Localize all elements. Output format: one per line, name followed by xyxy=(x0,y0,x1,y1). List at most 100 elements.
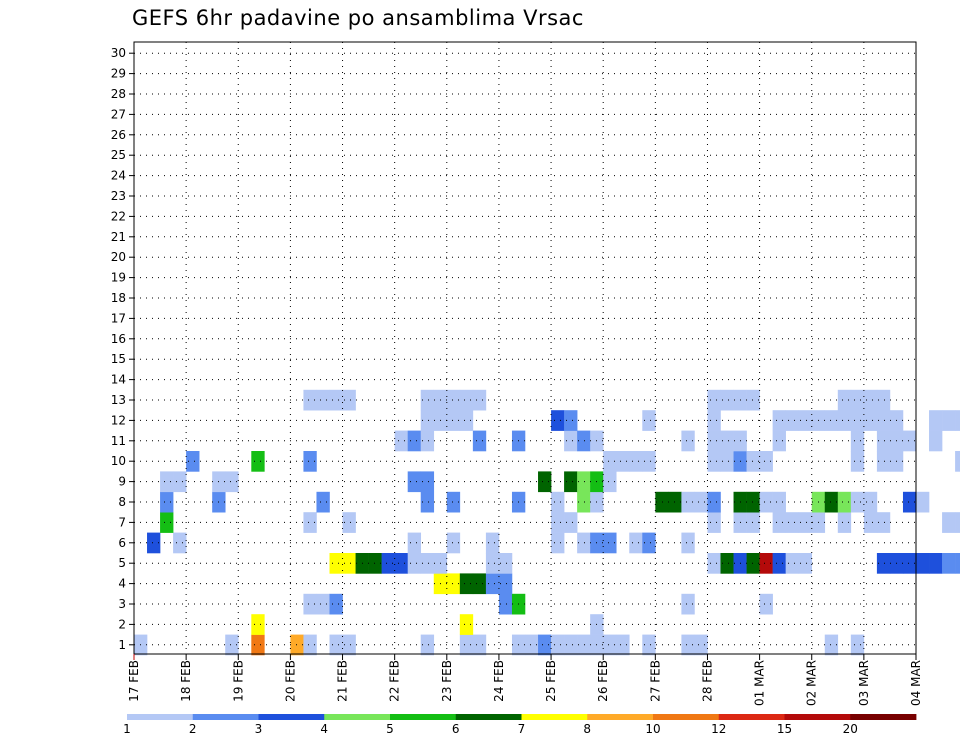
colorbar-label: 8 xyxy=(583,722,591,736)
heatmap-cell xyxy=(147,532,161,554)
y-tick-label: 24 xyxy=(111,169,126,183)
colorbar-label: 3 xyxy=(255,722,263,736)
x-tick-label: 04 MAR xyxy=(909,660,923,706)
y-tick-label: 20 xyxy=(111,250,126,264)
x-tick-label: 02 MAR xyxy=(805,660,819,706)
colorbar-swatch xyxy=(653,714,720,720)
heatmap-cell xyxy=(498,553,513,574)
heatmap-cell xyxy=(837,491,852,513)
heatmap-cell xyxy=(929,553,943,574)
heatmap-cell xyxy=(759,553,773,574)
x-tick-label: 27 FEB xyxy=(648,660,662,702)
heatmap-cell xyxy=(407,532,422,554)
heatmap-cell xyxy=(407,471,422,493)
heatmap-cell xyxy=(577,634,591,656)
heatmap-cell xyxy=(160,471,174,493)
colorbar-label: 2 xyxy=(189,722,197,736)
heatmap-cell xyxy=(329,634,343,656)
y-tick-label: 11 xyxy=(111,434,126,448)
heatmap-cell xyxy=(225,471,239,493)
colorbar-swatch xyxy=(850,714,917,720)
colorbar-label: 15 xyxy=(777,722,792,736)
heatmap-cell xyxy=(642,634,656,656)
y-tick-label: 21 xyxy=(111,230,126,244)
heatmap-cell xyxy=(160,512,174,533)
heatmap-cell xyxy=(707,451,721,472)
heatmap-cell xyxy=(746,553,760,574)
heatmap-cell xyxy=(329,389,343,411)
heatmap-cell xyxy=(798,553,813,574)
colorbar-label: 7 xyxy=(518,722,526,736)
heatmap-cell xyxy=(902,553,917,574)
heatmap-cell xyxy=(642,410,656,431)
y-tick-label: 28 xyxy=(111,87,126,101)
x-tick-label: 22 FEB xyxy=(388,660,402,702)
heatmap-cell xyxy=(942,553,956,574)
heatmap-cell xyxy=(772,491,786,513)
colorbar-label: 5 xyxy=(386,722,394,736)
heatmap-cell xyxy=(746,512,760,533)
x-tick-label: 03 MAR xyxy=(857,660,871,706)
heatmap-cell xyxy=(798,410,813,431)
heatmap-cell xyxy=(863,491,878,513)
heatmap-cell xyxy=(368,553,382,574)
heatmap-cell xyxy=(577,532,591,554)
heatmap-cell xyxy=(955,512,960,533)
x-tick-label: 18 FEB xyxy=(179,660,193,702)
heatmap-cell xyxy=(446,573,461,595)
y-tick-label: 29 xyxy=(111,67,126,81)
heatmap-cell xyxy=(394,430,408,452)
y-tick-label: 10 xyxy=(111,454,126,468)
heatmap-cell xyxy=(642,451,656,472)
heatmap-cell xyxy=(916,553,930,574)
heatmap-cell xyxy=(316,389,330,411)
y-tick-label: 14 xyxy=(111,373,126,387)
heatmap-cell xyxy=(577,491,591,513)
heatmap-cell xyxy=(525,634,539,656)
heatmap-cell xyxy=(772,512,786,533)
heatmap-cell xyxy=(446,491,461,513)
heatmap-cell xyxy=(290,634,304,656)
heatmap-cell xyxy=(551,532,565,554)
heatmap-cell xyxy=(485,532,500,554)
heatmap-cell xyxy=(642,532,656,554)
heatmap-cell xyxy=(850,410,865,431)
heatmap-cell xyxy=(850,430,865,452)
heatmap-cell xyxy=(251,614,265,635)
y-tick-label: 5 xyxy=(118,556,126,570)
heatmap-cell xyxy=(564,512,578,533)
heatmap-cell xyxy=(837,512,852,533)
heatmap-cell xyxy=(173,471,187,493)
colorbar-swatch xyxy=(390,714,457,720)
heatmap-cell xyxy=(772,430,786,452)
x-tick-label: 24 FEB xyxy=(492,660,506,702)
colorbar-swatch xyxy=(127,714,194,720)
plot-frame xyxy=(133,41,917,655)
heatmap-cell xyxy=(876,430,891,452)
heatmap-cell xyxy=(603,532,617,554)
heatmap-cell xyxy=(303,512,317,533)
heatmap-cell xyxy=(498,573,513,595)
heatmap-cell xyxy=(876,389,891,411)
heatmap-cell xyxy=(746,451,760,472)
y-tick-label: 6 xyxy=(118,536,126,550)
heatmap-cell xyxy=(459,614,474,635)
heatmap-cell xyxy=(420,389,435,411)
heatmap-cell xyxy=(707,491,721,513)
heatmap-cell xyxy=(420,491,435,513)
heatmap-cell xyxy=(876,451,891,472)
heatmap-cell xyxy=(655,491,669,513)
y-tick-label: 2 xyxy=(118,617,126,631)
heatmap-cell xyxy=(837,410,852,431)
heatmap-cell xyxy=(472,430,487,452)
colorbar-label: 1 xyxy=(123,722,131,736)
colorbar-swatch xyxy=(455,714,522,720)
y-axis-labels: 1234567891011121314151617181920212223242… xyxy=(111,46,134,652)
y-tick-label: 4 xyxy=(118,577,126,591)
heatmap-cell xyxy=(759,451,773,472)
heatmap-cell xyxy=(564,634,578,656)
heatmap-cell xyxy=(472,573,487,595)
heatmap-cell xyxy=(459,389,474,411)
heatmap-cell xyxy=(916,491,930,513)
heatmap-cell xyxy=(342,512,356,533)
